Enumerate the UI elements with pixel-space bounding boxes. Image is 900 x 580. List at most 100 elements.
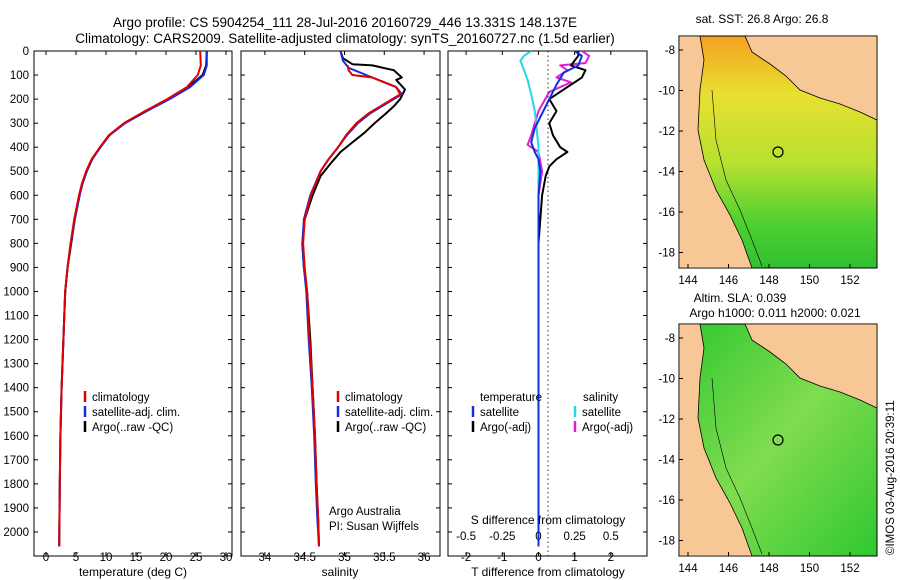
- map-lon-tick-label: 152: [840, 275, 859, 287]
- depth-tick-label: 400: [10, 142, 29, 154]
- temperature-legend: climatology satellite-adj. clim. Argo(..…: [83, 391, 180, 434]
- australia-coastline-land: [678, 323, 753, 557]
- salinity-legend: climatology satellite-adj. clim. Argo(..…: [336, 391, 433, 434]
- map-lat-tick-label: -14: [658, 167, 675, 179]
- map-lon-tick-label: 146: [719, 275, 738, 287]
- map-lat-tick-label: -16: [658, 207, 675, 219]
- depth-tick-label: 1400: [3, 383, 29, 395]
- depth-tick-label: 600: [10, 190, 29, 202]
- map-lat-tick-label: -12: [658, 126, 675, 138]
- reef-contour: [711, 89, 763, 267]
- s-diff-tick-label: -0.5: [456, 531, 476, 543]
- map-lon-tick-label: 144: [678, 275, 698, 287]
- depth-tick-label: 1500: [3, 407, 29, 419]
- difference-x-tick-label: 1: [571, 552, 577, 564]
- map-lat-tick-label: -8: [665, 45, 675, 57]
- depth-tick-label: 1200: [3, 335, 29, 347]
- depth-tick-label: 1000: [3, 286, 29, 298]
- difference-x-tick-label: -2: [461, 552, 471, 564]
- depth-tick-label: 1800: [3, 479, 29, 491]
- argo-float-marker: [772, 434, 784, 446]
- s-diff-tick-label: 0.5: [603, 531, 619, 543]
- map-lat-tick-label: -18: [658, 536, 675, 548]
- depth-tick-label: 1600: [3, 431, 29, 443]
- depth-tick-label: 300: [10, 118, 29, 130]
- map-lat-tick-label: -16: [658, 495, 675, 507]
- png-coastline-land: [744, 35, 878, 121]
- temperature-panel-frame: [33, 50, 233, 557]
- depth-tick-label: 900: [10, 262, 29, 274]
- imos-timestamp: ©IMOS 03-Aug-2016 20:39:11: [885, 400, 897, 555]
- salinity-x-tick-label: 34.5: [293, 552, 315, 564]
- map-lon-tick-label: 148: [759, 275, 778, 287]
- difference-x-tick-label: 2: [608, 552, 614, 564]
- sla-map-title-line1: Altim. SLA: 0.039: [694, 291, 787, 305]
- depth-tick-label: 0: [23, 46, 29, 58]
- salinity-x-tick-label: 35: [338, 552, 351, 564]
- depth-tick-label: 2000: [3, 527, 29, 539]
- s-difference-axis-label: S difference from climatology: [471, 513, 626, 527]
- salinity-line-climatology: [302, 65, 402, 547]
- depth-tick-label: 1300: [3, 359, 29, 371]
- salinity-series-group: [301, 51, 406, 547]
- salinity-line-satellite-adj-clim: [301, 51, 403, 547]
- map-lat-tick-label: -18: [658, 248, 675, 260]
- map-lat-tick-label: -12: [658, 414, 675, 426]
- map-lon-tick-label: 144: [678, 563, 698, 575]
- temperature-x-tick-label: 20: [160, 552, 173, 564]
- salinity-x-tick-label: 35.5: [373, 552, 395, 564]
- difference-line-t-argo-adj: [537, 51, 587, 547]
- map-lon-tick-label: 152: [840, 563, 859, 575]
- reef-contour: [711, 377, 763, 555]
- map-lon-tick-label: 148: [759, 563, 778, 575]
- map-lon-tick-label: 150: [800, 563, 819, 575]
- legend-title-temperature: temperature: [480, 392, 542, 404]
- sla-map: Altim. SLA: 0.039 Argo h1000: 0.011 h200…: [678, 291, 878, 557]
- australia-coastline-land: [678, 35, 753, 269]
- temperature-series-group: [58, 51, 208, 547]
- temperature-axis-label: temperature (deg C): [79, 565, 187, 579]
- sla-map-title-line2: Argo h1000: 0.011 h2000: 0.021: [689, 306, 861, 320]
- map-lat-tick-label: -14: [658, 455, 675, 467]
- depth-tick-label: 500: [10, 166, 29, 178]
- legend-label-s-satellite: satellite: [582, 407, 621, 419]
- difference-legend: temperature salinity satellite Argo(-adj…: [471, 392, 633, 434]
- map-lon-tick-label: 146: [719, 563, 738, 575]
- legend-label-satellite: satellite-adj. clim.: [345, 407, 433, 419]
- difference-series-group: [519, 51, 591, 547]
- depth-tick-label: 100: [10, 70, 29, 82]
- temperature-line-climatology: [58, 51, 202, 547]
- argo-float-marker: [772, 146, 784, 158]
- difference-x-tick-label: -1: [497, 552, 507, 564]
- difference-line-t-satellite: [530, 51, 583, 547]
- temperature-line-satellite-adj-clim: [58, 51, 208, 547]
- salinity-panel-frame: [240, 50, 441, 557]
- legend-label-t-satellite: satellite: [480, 407, 519, 419]
- s-diff-tick-label: 0.25: [563, 531, 585, 543]
- legend-label-t-argo: Argo(-adj): [480, 422, 531, 434]
- depth-tick-label: 1700: [3, 455, 29, 467]
- difference-panel-frame: [447, 50, 648, 557]
- map-lat-tick-label: -8: [665, 333, 675, 345]
- credit-pi: PI: Susan Wijffels: [329, 521, 419, 533]
- temperature-x-tick-label: 10: [100, 552, 113, 564]
- legend-label-argo: Argo(..raw -QC): [345, 422, 426, 434]
- sst-map: sat. SST: 26.8 Argo: 26.8: [678, 12, 878, 269]
- map-lon-tick-label: 150: [800, 275, 819, 287]
- temperature-x-tick-label: 0: [43, 552, 49, 564]
- s-diff-tick-label: -0.25: [489, 531, 515, 543]
- difference-x-tick-label: 0: [535, 552, 541, 564]
- png-coastline-land: [744, 323, 878, 409]
- depth-tick-label: 200: [10, 94, 29, 106]
- depth-tick-label: 700: [10, 214, 29, 226]
- legend-label-climatology: climatology: [92, 392, 150, 404]
- temperature-x-tick-label: 25: [190, 552, 203, 564]
- salinity-x-tick-label: 34: [258, 552, 271, 564]
- map-lat-tick-label: -10: [658, 86, 675, 98]
- legend-label-argo: Argo(..raw -QC): [92, 422, 173, 434]
- salinity-axis-label: salinity: [322, 565, 359, 579]
- temperature-line-argo-raw-qc: [58, 51, 208, 547]
- temperature-x-tick-label: 15: [130, 552, 143, 564]
- salinity-x-tick-label: 36: [418, 552, 431, 564]
